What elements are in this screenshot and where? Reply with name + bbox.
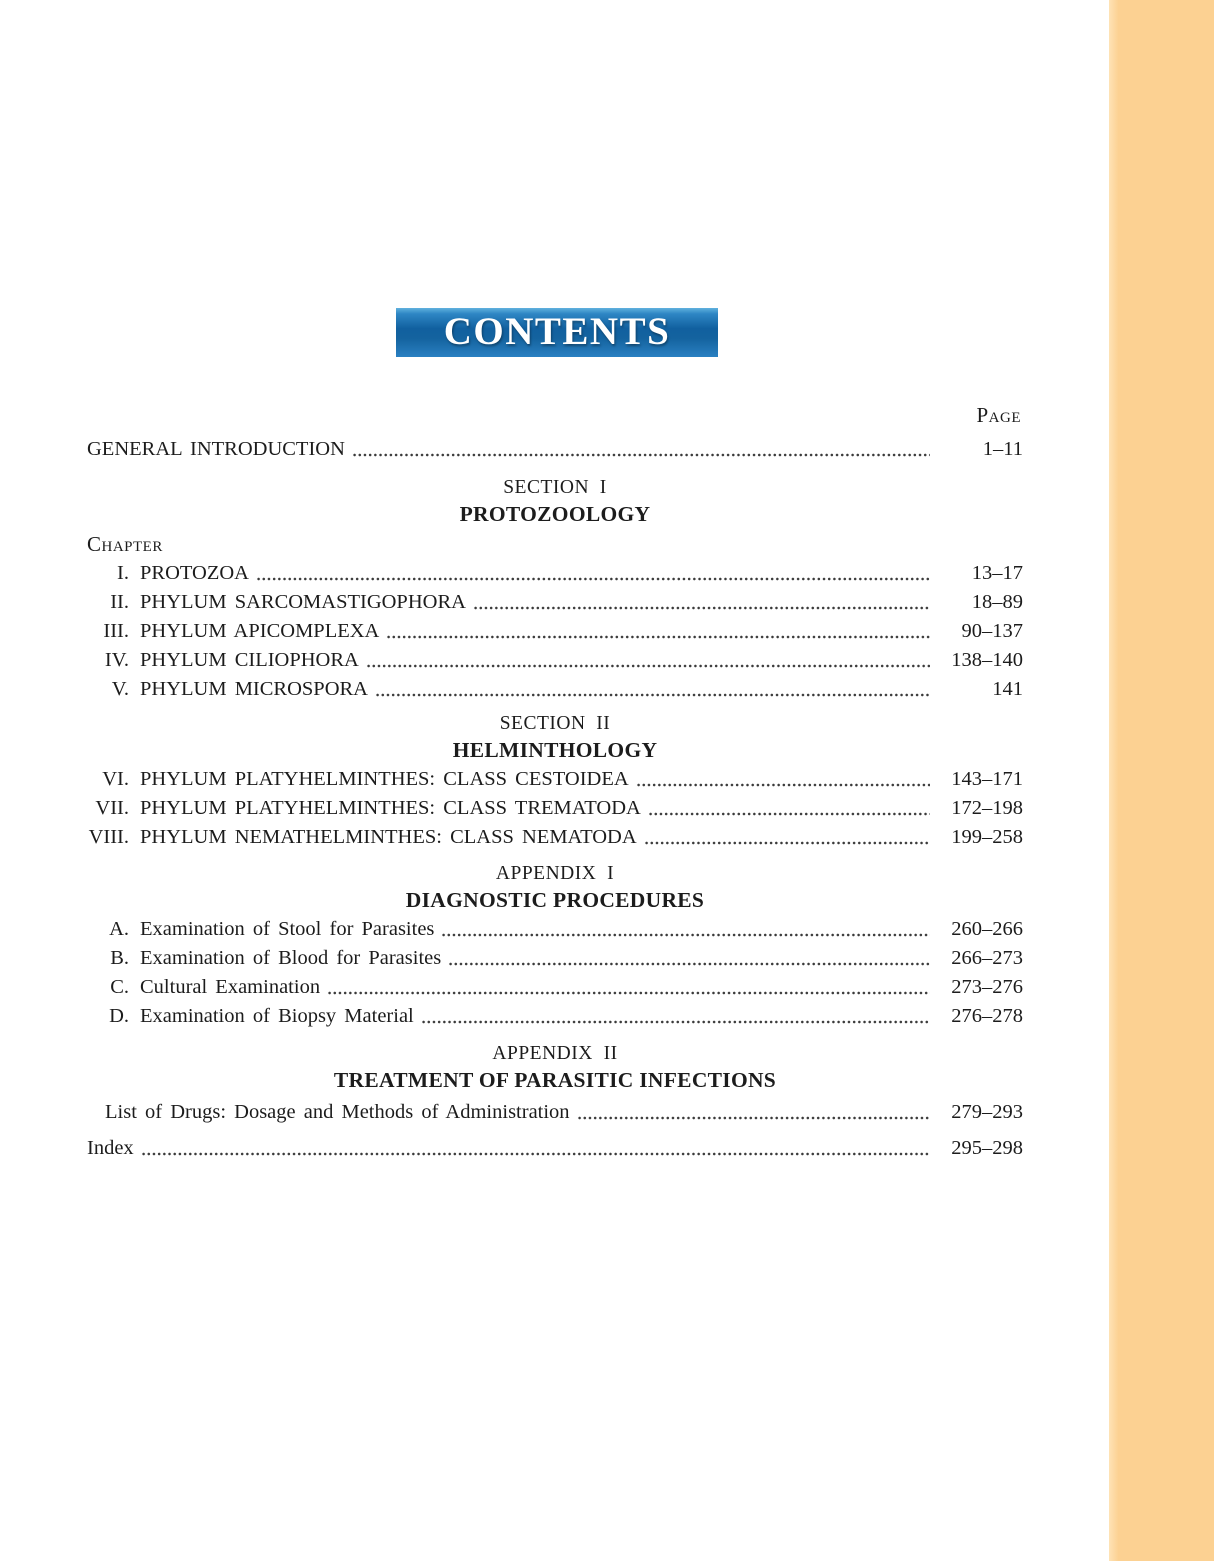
entry-number: C. — [110, 976, 129, 998]
entry-number: V. — [111, 678, 129, 700]
entry-title: PHYLUM CILIOPHORA — [140, 649, 359, 671]
toc-entry: II. PHYLUM SARCOMASTIGOPHORA 18–89 — [87, 588, 1023, 617]
toc-entry: VIII. PHYLUM NEMATHELMINTHES: CLASS NEMA… — [87, 823, 1023, 852]
entry-title: List of Drugs: Dosage and Methods of Adm… — [105, 1101, 570, 1123]
dot-leader — [472, 588, 930, 617]
table-of-contents: Page GENERAL INTRODUCTION 1–11 SECTION I… — [87, 404, 1023, 1163]
dot-leader — [365, 646, 930, 675]
entry-pages: 13–17 — [971, 562, 1023, 584]
entry-number: I. — [117, 562, 129, 584]
toc-entry: D. Examination of Biopsy Material 276–27… — [87, 1002, 1023, 1031]
toc-entry: B. Examination of Blood for Parasites 26… — [87, 944, 1023, 973]
dot-leader — [448, 944, 930, 973]
entry-pages: 199–258 — [951, 826, 1023, 848]
toc-entry-general-introduction: GENERAL INTRODUCTION 1–11 — [87, 435, 1023, 464]
entry-number: A. — [109, 918, 129, 940]
section-title: TREATMENT OF PARASITIC INFECTIONS — [333, 1068, 777, 1092]
entry-pages: 279–293 — [951, 1101, 1023, 1123]
dot-leader — [643, 823, 930, 852]
dot-leader — [635, 765, 930, 794]
dot-leader — [327, 973, 930, 1002]
dot-leader — [140, 1134, 930, 1163]
entry-title: Examination of Biopsy Material — [140, 1005, 414, 1027]
entry-title: GENERAL INTRODUCTION — [87, 438, 345, 460]
entry-pages: 260–266 — [951, 918, 1023, 940]
dot-leader — [441, 915, 930, 944]
dot-leader — [255, 559, 930, 588]
dot-leader — [351, 435, 930, 464]
dot-leader — [420, 1002, 930, 1031]
toc-entry: I. PROTOZOA 13–17 — [87, 559, 1023, 588]
entry-number: VI. — [102, 768, 129, 790]
entry-number: III. — [103, 620, 129, 642]
appendix-1-entries: A. Examination of Stool for Parasites 26… — [87, 915, 1023, 1031]
entry-title: PHYLUM PLATYHELMINTHES: CLASS CESTOIDEA — [140, 768, 629, 790]
entry-number: VIII. — [88, 826, 129, 848]
entry-pages: 18–89 — [971, 591, 1023, 613]
entry-pages: 172–198 — [951, 797, 1023, 819]
toc-entry-index: Index 295–298 — [87, 1134, 1023, 1163]
section-1-entries: I. PROTOZOA 13–17 II. PHYLUM SARCOMASTIG… — [87, 559, 1023, 704]
entry-title: PROTOZOA — [140, 562, 249, 584]
entry-title: Cultural Examination — [140, 976, 321, 998]
section-heading: SECTION II — [499, 713, 611, 734]
page-title: CONTENTS — [443, 309, 671, 353]
toc-entry: VI. PHYLUM PLATYHELMINTHES: CLASS CESTOI… — [87, 765, 1023, 794]
toc-entry: A. Examination of Stool for Parasites 26… — [87, 915, 1023, 944]
section-2-entries: VI. PHYLUM PLATYHELMINTHES: CLASS CESTOI… — [87, 765, 1023, 852]
section-title: HELMINTHOLOGY — [452, 738, 658, 762]
entry-pages: 295–298 — [951, 1137, 1023, 1159]
dot-leader — [576, 1098, 930, 1127]
entry-number: II. — [110, 591, 129, 613]
entry-title: Examination of Blood for Parasites — [140, 947, 442, 969]
entry-pages: 1–11 — [982, 438, 1023, 460]
entry-title: PHYLUM PLATYHELMINTHES: CLASS TREMATODA — [140, 797, 641, 819]
entry-number: IV. — [104, 649, 129, 671]
dot-leader — [374, 675, 930, 704]
toc-entry: List of Drugs: Dosage and Methods of Adm… — [87, 1098, 1023, 1127]
entry-pages: 276–278 — [951, 1005, 1023, 1027]
page-column-label: Page — [976, 403, 1021, 427]
entry-pages: 273–276 — [951, 976, 1023, 998]
entry-pages: 143–171 — [951, 768, 1023, 790]
entry-title: PHYLUM APICOMPLEXA — [140, 620, 380, 642]
entry-pages: 90–137 — [961, 620, 1024, 642]
entry-pages: 141 — [992, 678, 1023, 700]
dot-leader — [386, 617, 930, 646]
toc-entry: C. Cultural Examination 273–276 — [87, 973, 1023, 1002]
dot-leader — [647, 794, 930, 823]
entry-pages: 138–140 — [951, 649, 1023, 671]
section-title: PROTOZOOLOGY — [459, 502, 651, 526]
chapter-column-label: Chapter — [87, 532, 163, 556]
section-heading: SECTION I — [503, 477, 607, 498]
entry-number: D. — [109, 1005, 129, 1027]
section-title: DIAGNOSTIC PROCEDURES — [405, 888, 705, 912]
entry-title: PHYLUM MICROSPORA — [140, 678, 368, 700]
entry-number: VII. — [95, 797, 129, 819]
entry-pages: 266–273 — [951, 947, 1023, 969]
entry-title: Index — [87, 1137, 134, 1159]
toc-entry: V. PHYLUM MICROSPORA 141 — [87, 675, 1023, 704]
section-heading: APPENDIX I — [495, 863, 615, 884]
toc-entry: VII. PHYLUM PLATYHELMINTHES: CLASS TREMA… — [87, 794, 1023, 823]
section-heading: APPENDIX II — [492, 1043, 618, 1064]
page-edge-stripe — [1109, 0, 1214, 1561]
entry-title: PHYLUM SARCOMASTIGOPHORA — [140, 591, 466, 613]
toc-entry: IV. PHYLUM CILIOPHORA 138–140 — [87, 646, 1023, 675]
contents-banner: CONTENTS — [396, 308, 718, 357]
entry-title: PHYLUM NEMATHELMINTHES: CLASS NEMATODA — [140, 826, 637, 848]
entry-number: B. — [110, 947, 129, 969]
entry-title: Examination of Stool for Parasites — [140, 918, 435, 940]
toc-entry: III. PHYLUM APICOMPLEXA 90–137 — [87, 617, 1023, 646]
